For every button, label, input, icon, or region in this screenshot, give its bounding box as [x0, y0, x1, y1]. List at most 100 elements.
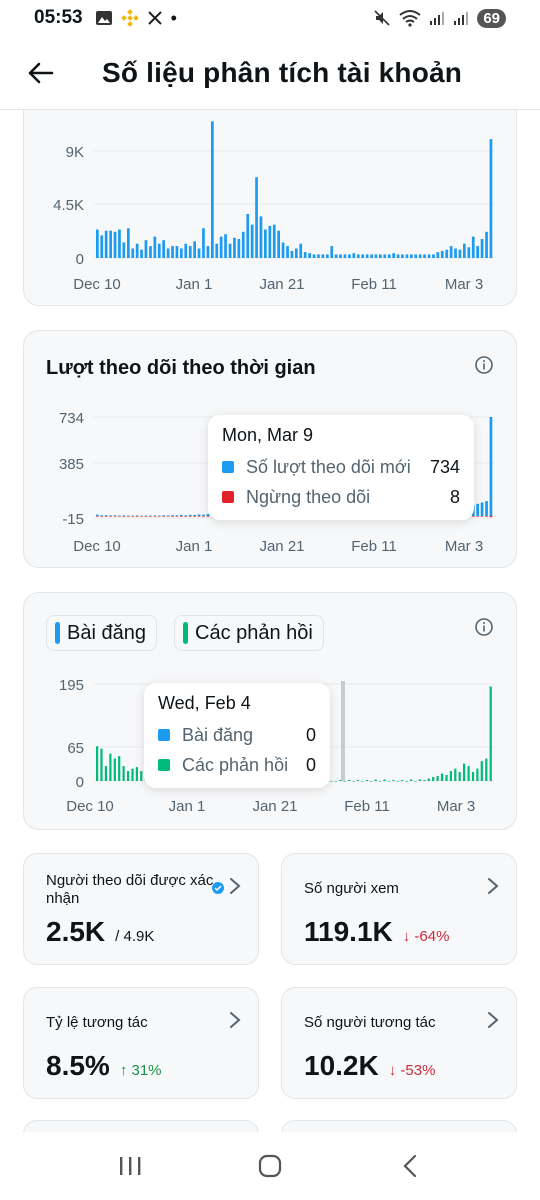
posts-tooltip: Wed, Feb 4 Bài đăng 0 Các phản hồi 0 — [144, 683, 330, 788]
signal-icon — [430, 12, 445, 25]
y-tick-label: 65 — [67, 740, 84, 757]
impressions-bar — [157, 243, 161, 258]
new-followers-bar — [162, 515, 165, 516]
unfollows-bar — [122, 516, 126, 517]
impressions-bar — [458, 249, 462, 258]
back-button[interactable] — [10, 43, 70, 103]
info-icon[interactable] — [474, 617, 494, 637]
stat-card-partial-left[interactable] — [23, 1120, 259, 1132]
impressions-bar — [211, 121, 214, 258]
back-nav-button[interactable] — [380, 1136, 440, 1196]
impressions-bar — [193, 241, 196, 258]
impressions-bar — [427, 254, 431, 258]
x-tick-label: Mar 3 — [445, 276, 483, 293]
home-button[interactable] — [240, 1136, 300, 1196]
engagement-rate-card[interactable]: Tỷ lệ tương tác 8.5% ↑ 31% — [23, 987, 259, 1099]
replies-bar — [100, 748, 103, 781]
legend-posts-chip[interactable]: Bài đăng — [46, 615, 157, 651]
replies-bar — [463, 763, 466, 781]
new-followers-bar — [122, 515, 126, 516]
stat-card-partial-right[interactable] — [281, 1120, 517, 1132]
impressions-bar — [113, 231, 117, 258]
x-tick-label: Jan 1 — [176, 276, 213, 293]
impressions-bar — [215, 243, 219, 258]
x-tick-label: Feb 11 — [344, 798, 390, 815]
viewers-card[interactable]: Số người xem 119.1K ↓ -64% — [281, 853, 517, 965]
impressions-bar — [414, 254, 418, 258]
chevron-right-icon — [488, 878, 499, 894]
impressions-bar — [264, 229, 267, 258]
impressions-bar — [379, 254, 382, 258]
analytics-content[interactable]: 9K 4.5K 0 Dec 10 Jan 1 Jan 21 Feb 11 Mar… — [0, 110, 540, 1132]
impressions-bar — [383, 254, 387, 258]
unfollows-bar — [113, 516, 117, 517]
replies-bar — [118, 756, 121, 781]
replies-bar — [396, 781, 399, 782]
y-tick-label: 0 — [76, 251, 84, 268]
y-tick-label: -15 — [62, 511, 84, 528]
unfollows-bar — [149, 516, 152, 517]
system-nav-bar — [0, 1132, 540, 1200]
replies-bar — [445, 775, 448, 781]
posts-bar — [489, 780, 492, 781]
impressions-bar — [118, 229, 121, 258]
engaged-users-card[interactable]: Số người tương tác 10.2K ↓ -53% — [281, 987, 517, 1099]
y-tick-label: 0 — [76, 774, 84, 791]
impressions-bar — [237, 239, 241, 258]
tooltip-label: Ngừng theo dõi — [246, 486, 371, 507]
tooltip-label: Số lượt theo dõi mới — [246, 456, 411, 477]
stat-total: / 4.9K — [115, 928, 155, 945]
recents-button[interactable] — [100, 1136, 160, 1196]
followers-chart-title: Lượt theo dõi theo thời gian — [46, 357, 316, 379]
impressions-bar — [321, 254, 325, 258]
unfollows-bar — [476, 516, 479, 517]
replies-bar — [489, 686, 492, 781]
new-followers-bar — [202, 514, 205, 516]
app-header: Số liệu phân tích tài khoản — [0, 36, 540, 110]
impressions-bar — [104, 230, 108, 258]
new-followers-bar — [476, 503, 479, 516]
battery-indicator: 69 — [477, 8, 506, 28]
posts-replies-chart-card: Bài đăng Các phản hồi 195 65 0 Dec 10 Ja… — [23, 592, 517, 830]
replies-bar — [127, 771, 130, 781]
impressions-bar — [206, 246, 210, 258]
tooltip-date: Wed, Feb 4 — [158, 693, 251, 713]
impressions-bar — [180, 248, 183, 258]
impressions-bar — [246, 214, 250, 258]
legend-replies-chip[interactable]: Các phản hồi — [174, 615, 324, 651]
impressions-bar — [233, 237, 236, 258]
info-icon[interactable] — [474, 355, 494, 375]
unfollows-bar — [485, 516, 488, 517]
x-tick-label: Dec 10 — [73, 538, 121, 555]
stat-value-row: 2.5K / 4.9K — [46, 916, 154, 948]
verified-followers-card[interactable]: Người theo dõi được xác nhận 2.5K / 4.9K — [23, 853, 259, 965]
unfollows-bar — [157, 516, 161, 517]
tooltip-label: Các phản hồi — [182, 754, 289, 775]
impressions-bar — [228, 243, 232, 258]
impressions-bar — [184, 243, 188, 258]
x-tick-label: Feb 11 — [351, 538, 397, 555]
impressions-bar — [343, 254, 347, 258]
replies-bar — [401, 780, 404, 781]
impressions-bar — [188, 246, 192, 258]
replies-bar — [131, 768, 134, 781]
unfollows-bar — [184, 516, 188, 517]
replies-bar — [374, 779, 377, 781]
impressions-bar — [374, 254, 378, 258]
unfollows-bar — [197, 516, 201, 517]
tooltip-value: 0 — [305, 724, 316, 745]
unfollows-bar — [96, 516, 99, 517]
unfollows-bar — [489, 516, 493, 518]
new-followers-bar — [127, 515, 130, 517]
new-followers-bar — [188, 514, 192, 516]
home-icon — [258, 1154, 282, 1178]
impressions-bar — [445, 249, 449, 258]
replies-bar — [418, 779, 421, 781]
impressions-bar — [268, 225, 272, 258]
impressions-bar — [317, 254, 320, 258]
unfollows-bar — [153, 516, 157, 517]
stat-change: ↓ -64% — [402, 928, 450, 945]
replies-bar — [352, 781, 355, 782]
impressions-bar — [463, 243, 466, 258]
impressions-bar — [135, 243, 139, 258]
